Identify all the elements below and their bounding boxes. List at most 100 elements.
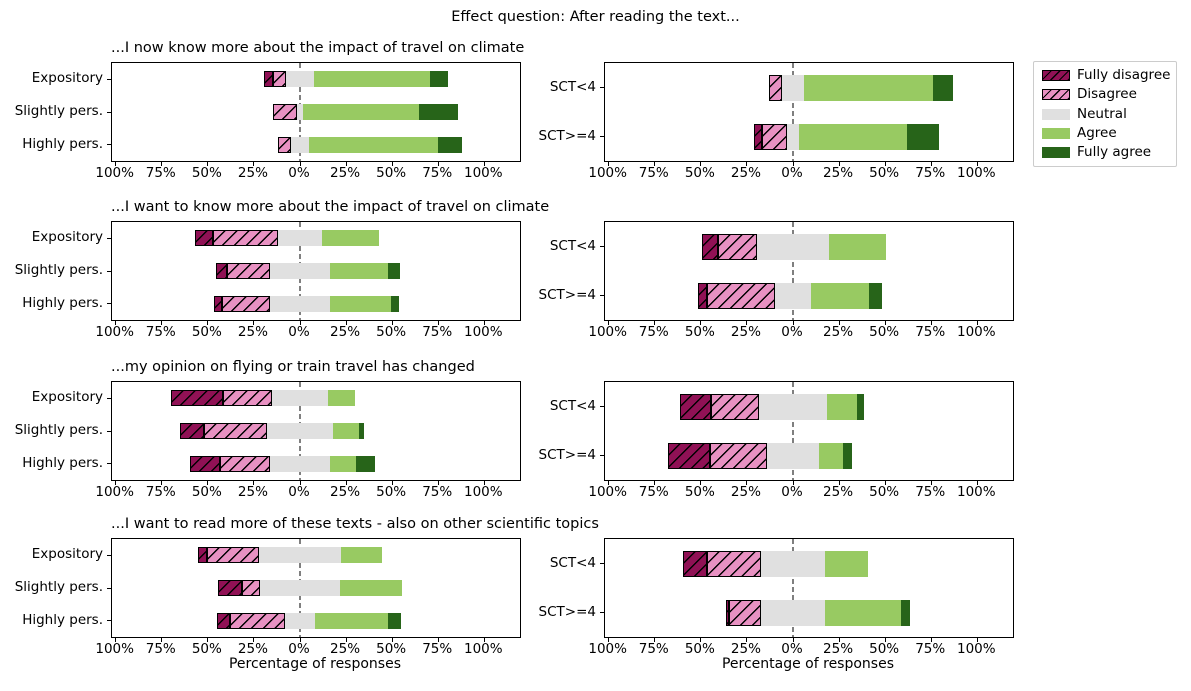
bar-segment-disagree xyxy=(229,612,286,629)
category-label: SCT>=4 xyxy=(538,286,596,303)
x-tick-label: 25% xyxy=(330,165,361,181)
y-tick-mark xyxy=(600,136,604,137)
x-tick-label: 50% xyxy=(376,484,407,500)
bar-segment-neutral xyxy=(277,230,323,247)
bar-segment-agree xyxy=(339,580,403,596)
bar-segment-neutral xyxy=(266,423,334,439)
bar-segment-disagree xyxy=(206,547,259,564)
x-tick-label: 25% xyxy=(330,641,361,657)
x-tick-mark xyxy=(207,162,209,166)
x-tick-mark xyxy=(792,321,794,325)
y-tick-mark xyxy=(600,563,604,564)
bar-segment-fully-agree xyxy=(856,393,864,420)
bar-segment-fully-disagree xyxy=(194,230,214,247)
x-tick-label: 100% xyxy=(588,324,627,340)
subplot-row-1-right xyxy=(600,62,1014,166)
bar-segment-disagree xyxy=(273,104,298,120)
zero-line xyxy=(792,222,794,320)
x-tick-mark xyxy=(115,321,117,325)
bar-segment-fully-disagree xyxy=(667,442,711,469)
x-tick-label: 75% xyxy=(915,165,946,181)
figure-title: Effect question: After reading the text.… xyxy=(451,9,740,25)
bar-segment-agree xyxy=(309,136,439,153)
bar-segment-fully-disagree xyxy=(701,233,719,260)
category-label: Expository xyxy=(31,229,103,246)
bar-segment-fully-agree xyxy=(388,612,402,629)
x-tick-mark xyxy=(483,321,485,325)
bar-segment-agree xyxy=(333,423,359,439)
x-tick-label: 50% xyxy=(869,165,900,181)
x-tick-label: 50% xyxy=(376,641,407,657)
y-tick-mark xyxy=(600,246,604,247)
legend-label-fully-agree: Fully agree xyxy=(1077,144,1152,160)
x-tick-mark xyxy=(654,638,656,642)
bar-segment-agree xyxy=(302,104,419,120)
x-tick-label: 75% xyxy=(638,324,669,340)
bar-segment-disagree xyxy=(227,263,270,279)
x-tick-mark xyxy=(299,481,301,485)
legend-swatch-fully-agree xyxy=(1042,147,1070,158)
y-tick-mark xyxy=(600,612,604,613)
bar-segment-disagree xyxy=(277,136,291,153)
x-tick-label: 25% xyxy=(823,324,854,340)
x-tick-label: 75% xyxy=(422,165,453,181)
x-tick-label: 50% xyxy=(869,641,900,657)
x-tick-mark xyxy=(391,162,393,166)
subplot-title-row-3: ...my opinion on flying or train travel … xyxy=(111,359,475,375)
x-tick-label: 50% xyxy=(191,165,222,181)
bar-segment-fully-disagree xyxy=(725,599,730,626)
bar-segment-neutral xyxy=(781,74,805,101)
category-label: Highly pers. xyxy=(22,611,103,628)
bar-segment-neutral xyxy=(285,612,315,629)
category-label: Slightly pers. xyxy=(14,103,103,119)
bar-segment-fully-disagree xyxy=(197,547,207,564)
x-tick-label: 25% xyxy=(823,484,854,500)
bar-segment-disagree xyxy=(718,233,758,260)
x-tick-label: 25% xyxy=(730,324,761,340)
legend-entry-disagree: Disagree xyxy=(1042,87,1168,102)
x-tick-mark xyxy=(976,321,978,325)
bar-segment-neutral xyxy=(757,233,829,260)
x-tick-label: 50% xyxy=(684,324,715,340)
zero-line xyxy=(792,539,794,637)
subplot-row-1-left xyxy=(107,62,521,166)
x-tick-label: 0% xyxy=(781,641,803,657)
bar-segment-agree xyxy=(313,71,430,88)
legend-entry-agree: Agree xyxy=(1042,125,1168,141)
x-tick-label: 100% xyxy=(95,641,134,657)
x-tick-mark xyxy=(746,162,748,166)
x-tick-mark xyxy=(437,162,439,166)
legend-swatch-fully-disagree xyxy=(1042,70,1070,81)
x-tick-label: 50% xyxy=(191,641,222,657)
bar-segment-neutral xyxy=(760,550,826,577)
x-tick-mark xyxy=(976,162,978,166)
bar-segment-neutral xyxy=(767,442,819,469)
x-tick-label: 100% xyxy=(95,324,134,340)
bar-segment-fully-agree xyxy=(907,123,939,150)
x-tick-label: 75% xyxy=(145,324,176,340)
bar-segment-agree xyxy=(330,295,392,312)
x-tick-mark xyxy=(608,321,610,325)
x-tick-mark xyxy=(161,162,163,166)
bar-segment-fully-disagree xyxy=(170,390,223,407)
bar-segment-disagree xyxy=(213,230,278,247)
x-tick-mark xyxy=(976,481,978,485)
x-tick-mark xyxy=(437,638,439,642)
x-tick-mark xyxy=(345,321,347,325)
x-tick-label: 75% xyxy=(422,324,453,340)
y-tick-mark xyxy=(107,78,111,80)
x-tick-mark xyxy=(884,321,886,325)
x-tick-label: 50% xyxy=(376,165,407,181)
x-tick-mark xyxy=(483,638,485,642)
x-tick-label: 100% xyxy=(463,484,503,500)
bar-segment-neutral xyxy=(290,136,310,153)
bar-segment-neutral xyxy=(297,104,303,120)
x-tick-label: 100% xyxy=(588,641,627,657)
x-tick-label: 75% xyxy=(638,165,669,181)
bar-segment-fully-disagree xyxy=(683,550,708,577)
x-tick-mark xyxy=(746,321,748,325)
x-tick-mark xyxy=(700,638,702,642)
subplot-title-row-1: ...I now know more about the impact of t… xyxy=(111,40,525,56)
x-tick-mark xyxy=(700,481,702,485)
y-tick-mark xyxy=(107,144,111,146)
